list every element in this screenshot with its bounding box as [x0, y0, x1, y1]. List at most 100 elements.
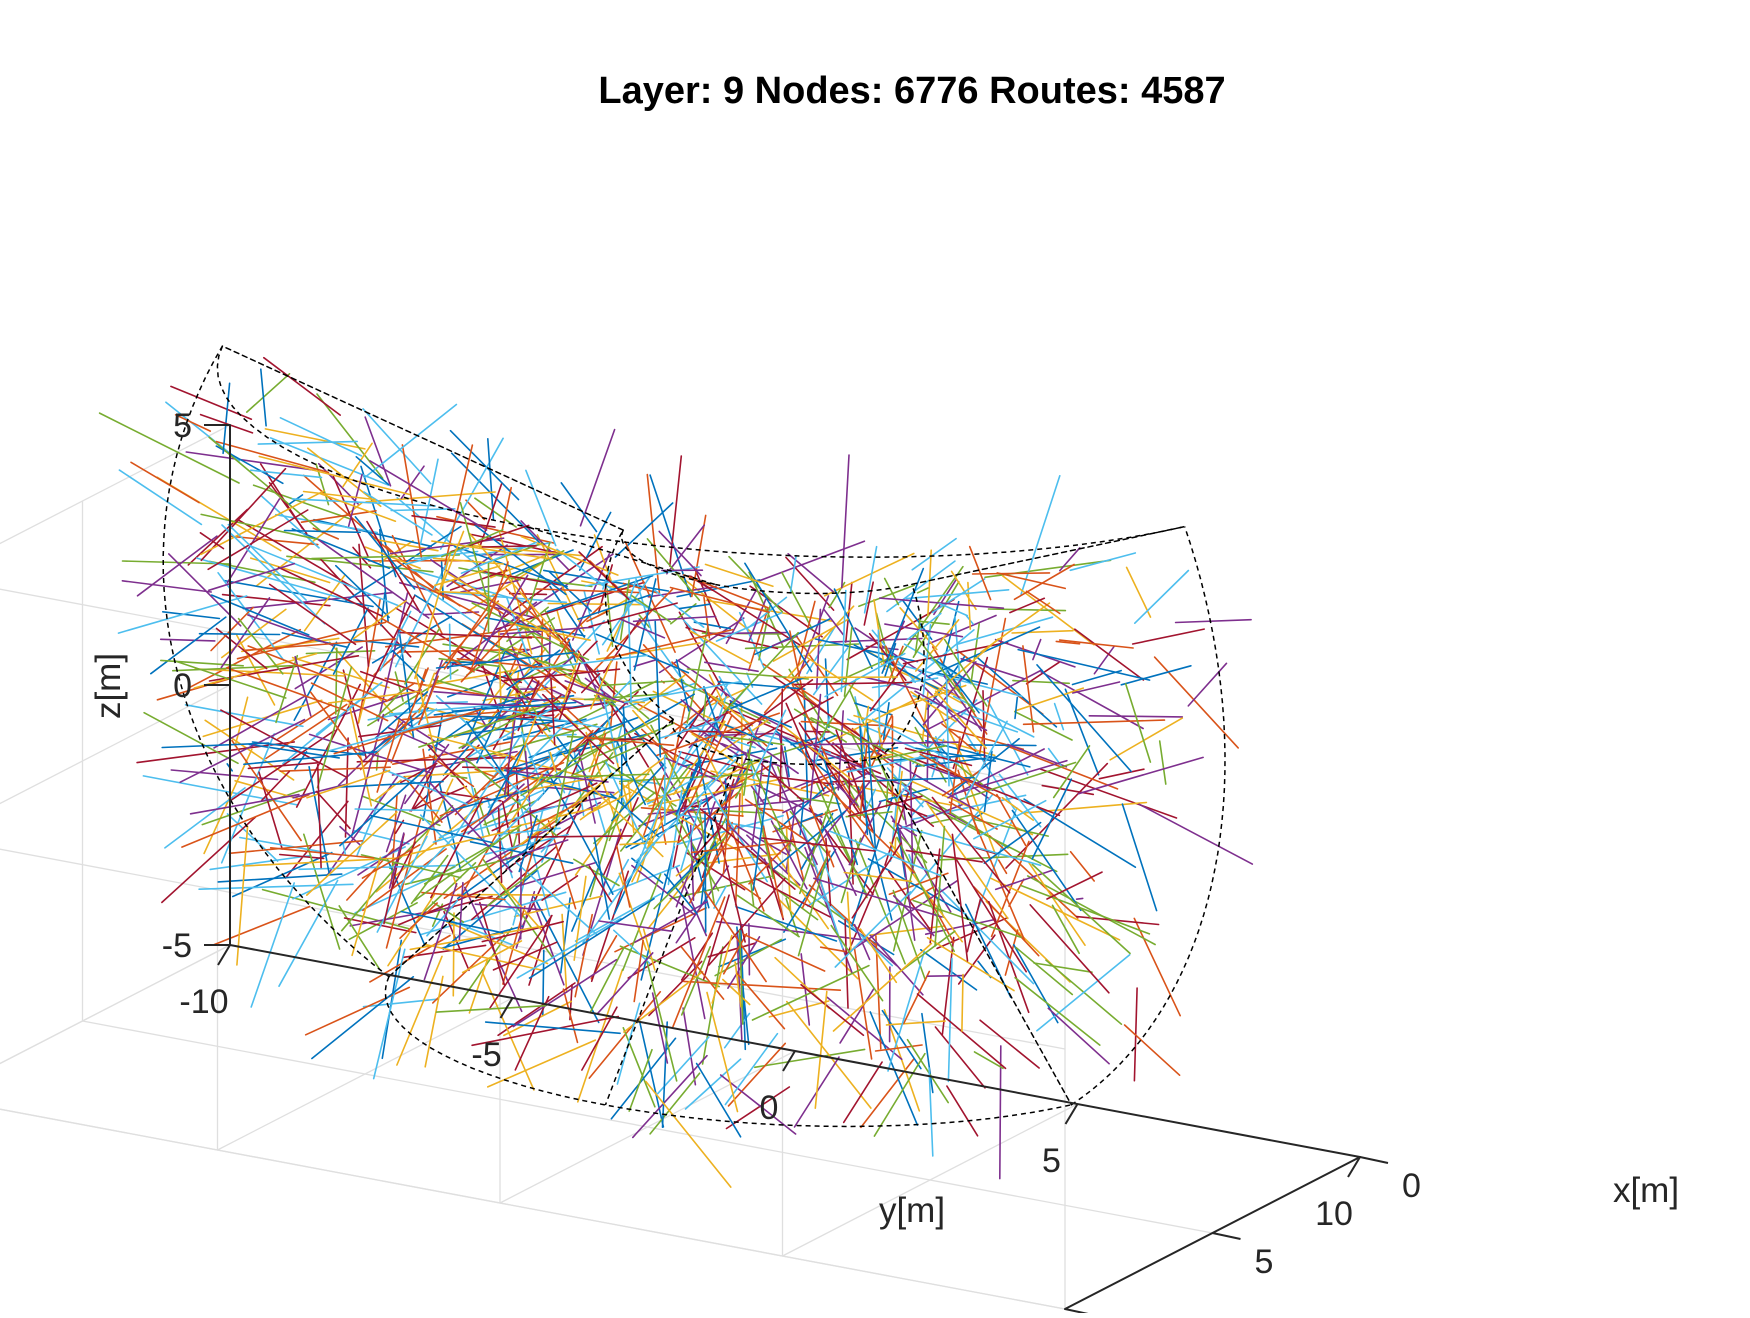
- route-line: [927, 701, 928, 781]
- route-line: [1079, 757, 1204, 793]
- route-line: [161, 639, 215, 641]
- route-line: [261, 369, 266, 426]
- route-line: [397, 956, 442, 1065]
- route-line: [228, 814, 278, 861]
- route-line: [334, 710, 481, 754]
- route-line: [200, 634, 280, 635]
- route-line: [210, 856, 311, 870]
- route-line: [683, 1008, 695, 1085]
- route-line: [1028, 876, 1155, 945]
- route-line: [251, 470, 322, 477]
- route-line: [1133, 629, 1204, 644]
- route-line: [973, 573, 1050, 574]
- route-line: [340, 770, 425, 846]
- route-line: [647, 962, 677, 1081]
- x-tick-mark: [1360, 1157, 1388, 1163]
- route-line: [928, 976, 965, 977]
- route-line: [1110, 718, 1182, 760]
- route-line: [742, 702, 743, 816]
- route-line: [845, 920, 848, 1008]
- route-line: [280, 418, 361, 456]
- route-line: [759, 541, 865, 581]
- route-line: [1070, 553, 1135, 570]
- route-line: [988, 700, 1028, 774]
- route-line: [1033, 640, 1041, 660]
- route-line: [165, 788, 245, 848]
- route-line: [1015, 698, 1017, 719]
- route-line: [634, 659, 658, 666]
- route-line: [1155, 657, 1239, 748]
- route-line: [1075, 629, 1144, 680]
- route-line: [138, 536, 217, 596]
- grid-line: [0, 945, 230, 1097]
- route-line: [928, 550, 931, 615]
- route-line: [279, 567, 382, 616]
- z-tick-label: -5: [162, 927, 192, 965]
- route-line: [1127, 567, 1151, 617]
- route-line: [803, 814, 823, 822]
- route-line: [712, 936, 732, 1003]
- route-line: [459, 883, 463, 941]
- route-line: [355, 517, 414, 589]
- x-tick-label: 5: [1255, 1243, 1274, 1281]
- route-line: [952, 834, 967, 961]
- route-line: [1077, 917, 1159, 925]
- route-line: [251, 883, 294, 1007]
- route-line: [1060, 640, 1133, 648]
- route-line: [1012, 631, 1073, 633]
- route-line: [999, 860, 1007, 873]
- route-line: [285, 531, 361, 533]
- x-tick-mark: [1065, 1309, 1093, 1313]
- route-line: [922, 1014, 933, 1093]
- route-line: [502, 488, 511, 532]
- route-line: [100, 413, 239, 483]
- route-line: [1054, 746, 1090, 798]
- y-tick-label: 10: [1315, 1195, 1353, 1233]
- route-line: [918, 588, 929, 593]
- route-line: [888, 952, 924, 1072]
- route-line: [967, 745, 1036, 746]
- route-line: [954, 696, 1034, 737]
- route-line: [1048, 1008, 1109, 1063]
- z-tick-label: 0: [173, 667, 192, 705]
- route-line: [633, 1056, 707, 1138]
- route-line: [903, 600, 932, 639]
- route-line: [703, 947, 723, 1064]
- route-line: [628, 597, 631, 702]
- route-line: [791, 556, 797, 593]
- route-line: [581, 430, 615, 526]
- z-tick-label: 5: [173, 407, 192, 445]
- x-tick-label: 0: [1402, 1167, 1421, 1205]
- route-line: [391, 509, 455, 511]
- route-line: [646, 1082, 731, 1188]
- route-line: [1176, 620, 1252, 623]
- route-line: [1073, 671, 1122, 685]
- route-line: [367, 522, 420, 613]
- x-axis-label: x[m]: [1613, 1171, 1679, 1210]
- route-line: [199, 884, 353, 889]
- route-line: [336, 566, 389, 618]
- route-line: [1126, 684, 1151, 762]
- route-line: [451, 431, 519, 500]
- route-line: [180, 720, 304, 783]
- chart-title: Layer: 9 Nodes: 6776 Routes: 4587: [598, 70, 1225, 112]
- route-line: [270, 584, 356, 644]
- route-line: [589, 603, 677, 627]
- route-line: [639, 1017, 664, 1127]
- route-line: [615, 503, 672, 557]
- route-line: [450, 624, 451, 679]
- route-line: [635, 902, 707, 942]
- route-line: [561, 483, 596, 532]
- route-line: [312, 977, 413, 1059]
- route-line: [1073, 682, 1120, 693]
- y-tick-label: 0: [760, 1089, 779, 1127]
- route-line: [191, 795, 299, 814]
- route-line: [769, 1001, 828, 1017]
- x-tick-mark: [1213, 1233, 1241, 1239]
- route-line: [842, 455, 849, 588]
- route-line: [1016, 948, 1072, 995]
- route-line: [947, 1086, 978, 1136]
- route-line: [1077, 898, 1083, 899]
- route-line: [989, 902, 1029, 1013]
